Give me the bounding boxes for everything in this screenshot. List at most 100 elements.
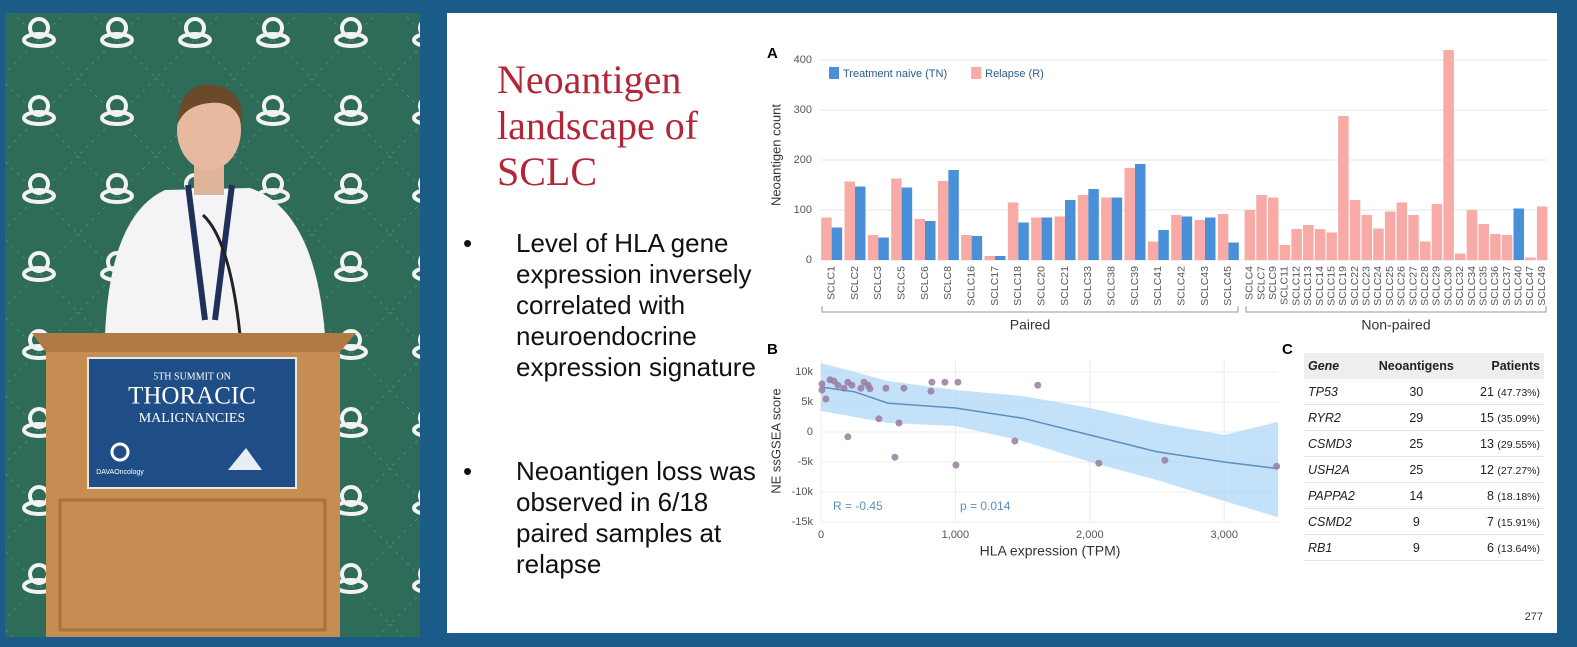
bar	[995, 256, 1006, 260]
x-tick-label: SCLC4	[1244, 266, 1256, 300]
bar	[1396, 202, 1408, 260]
patients-percent: (18.18%)	[1497, 490, 1540, 503]
bar	[1111, 197, 1123, 260]
bar	[1525, 257, 1536, 260]
annotation: R = -0.45	[833, 499, 883, 513]
bar	[878, 237, 889, 260]
y-tick-label: 300	[794, 104, 812, 116]
fit-line	[820, 386, 1279, 470]
x-tick-label: SCLC37	[1501, 266, 1513, 306]
x-tick-label: SCLC21	[1059, 266, 1071, 306]
bar	[1147, 241, 1159, 260]
bar	[1501, 235, 1513, 260]
bar	[925, 221, 936, 260]
table-row: PAPPA2 14 8 (18.18%)	[1304, 482, 1544, 509]
x-tick-label: SCLC39	[1129, 266, 1141, 306]
bar	[1361, 215, 1373, 260]
patients-percent: (35.09%)	[1497, 412, 1540, 425]
x-tick-label: SCLC18	[1012, 266, 1024, 306]
bar	[1031, 217, 1042, 260]
bar	[1455, 253, 1466, 260]
x-tick-label: SCLC36	[1489, 266, 1501, 306]
header-cell: Patients	[1464, 353, 1544, 379]
table-row: RYR2 29 15 (35.09%)	[1304, 404, 1544, 431]
podium-panel	[58, 498, 327, 632]
table-row: RB1 9 6 (13.64%)	[1304, 534, 1544, 561]
sign-text: MALIGNANCIES	[139, 411, 246, 426]
point	[844, 433, 852, 441]
point	[866, 385, 874, 393]
page-number: 277	[1524, 611, 1543, 623]
patients-cell: 8 (18.18%)	[1464, 482, 1544, 509]
count-cell: 9	[1367, 508, 1465, 535]
count-cell: 30	[1367, 379, 1465, 405]
point	[1034, 381, 1042, 389]
bar	[1194, 220, 1205, 260]
y-tick-label: -15k	[792, 516, 814, 528]
panel-label: A	[767, 45, 778, 62]
x-tick-label: 1,000	[942, 529, 970, 541]
count-cell: 25	[1367, 456, 1465, 483]
bar	[971, 236, 983, 260]
x-tick-label: SCLC33	[1082, 266, 1094, 306]
group-label: Paired	[1010, 317, 1050, 333]
point	[882, 384, 890, 392]
x-tick-label: SCLC9	[1267, 266, 1279, 300]
bar	[948, 170, 959, 260]
x-tick-label: SCLC17	[989, 266, 1001, 306]
bar	[855, 186, 866, 260]
x-tick-label: SCLC42	[1175, 266, 1187, 306]
table-row: CSMD3 25 13 (29.55%)	[1304, 430, 1544, 457]
x-tick-label: SCLC23	[1361, 266, 1373, 306]
y-axis-label: NE ssGSEA score	[768, 388, 783, 493]
gene-cell: CSMD2	[1304, 508, 1368, 535]
video-feed: 5TH SUMMIT ON THORACIC MALIGNANCIES DAVA…	[5, 13, 420, 637]
bar	[1228, 242, 1239, 260]
x-tick-label: SCLC26	[1396, 266, 1408, 306]
x-tick-label: SCLC7	[1255, 266, 1267, 300]
bar	[1135, 164, 1146, 260]
x-axis-label: HLA expression (TPM)	[980, 543, 1121, 559]
x-tick-label: SCLC15	[1325, 266, 1337, 306]
point	[818, 380, 826, 388]
bar	[961, 235, 972, 260]
count-cell: 29	[1367, 404, 1465, 431]
bar	[1267, 197, 1279, 260]
x-tick-label: SCLC5	[895, 266, 907, 300]
bar	[1314, 229, 1326, 260]
x-tick-label: SCLC1	[825, 266, 837, 300]
point	[928, 378, 936, 386]
x-tick-label: SCLC25	[1384, 266, 1396, 306]
count-cell: 9	[1367, 534, 1465, 561]
person-shirt	[105, 188, 325, 335]
patients-count: 21	[1480, 384, 1494, 399]
bar	[1338, 116, 1349, 260]
patients-percent: (27.27%)	[1497, 464, 1540, 477]
point	[895, 419, 903, 427]
x-tick-label: SCLC27	[1407, 266, 1419, 306]
bar	[1536, 206, 1548, 260]
y-tick-label: 200	[794, 154, 812, 166]
patients-count: 6	[1486, 540, 1494, 555]
x-tick-label: SCLC13	[1302, 266, 1314, 306]
bullet: Neoantigen loss was observed in 6/18 pai…	[463, 456, 766, 580]
point	[834, 381, 842, 389]
count-cell: 14	[1367, 482, 1465, 509]
bar	[1478, 224, 1489, 260]
x-tick-label: SCLC12	[1290, 266, 1302, 306]
y-axis-label: Neoantigen count	[768, 104, 783, 206]
y-tick-label: 0	[807, 426, 813, 438]
bar	[1303, 225, 1314, 260]
bar	[1018, 222, 1029, 260]
table-header: Gene Neoantigens Patients	[1304, 353, 1544, 379]
x-tick-label: SCLC19	[1337, 266, 1349, 306]
patients-cell: 21 (47.73%)	[1464, 379, 1544, 405]
point	[857, 384, 865, 392]
bar	[1373, 228, 1384, 260]
person-head	[177, 90, 241, 170]
y-tick-label: 5k	[801, 396, 813, 408]
x-tick-label: SCLC2	[849, 266, 861, 300]
point	[1273, 462, 1281, 470]
person-hair	[177, 84, 243, 125]
